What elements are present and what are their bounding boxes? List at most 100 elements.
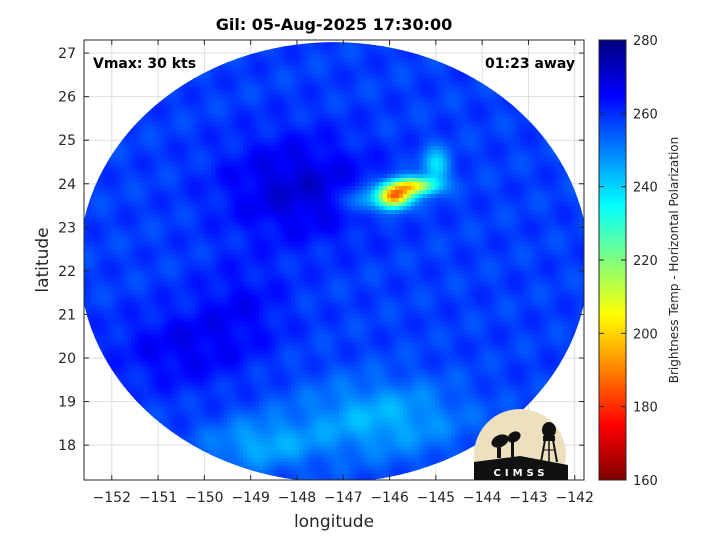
swath-cell [455,74,460,79]
swath-cell [443,74,448,79]
swath-cell [199,182,204,187]
swath-cell [175,170,180,175]
swath-cell [363,158,368,163]
swath-cell [339,154,344,159]
swath-cell [127,150,132,155]
swath-cell [419,90,424,95]
swath-cell [195,178,200,183]
swath-cell [475,194,480,199]
swath-cell [243,166,248,171]
swath-cell [531,166,536,171]
swath-cell [495,146,500,151]
swath-cell [267,78,272,83]
swath-cell [379,114,384,119]
swath-cell [179,122,184,127]
swath-cell [399,134,404,139]
swath-cell [455,138,460,143]
swath-cell [419,142,424,147]
swath-cell [455,102,460,107]
swath-cell [399,138,404,143]
swath-cell [443,114,448,119]
swath-cell [531,130,536,135]
swath-cell [183,182,188,187]
swath-cell [503,142,508,147]
swath-cell [351,182,356,187]
swath-cell [351,186,356,191]
swath-cell [555,178,560,183]
swath-cell [79,118,84,123]
swath-cell [155,150,160,155]
swath-cell [567,186,572,191]
swath-cell [171,94,176,99]
swath-cell [527,162,532,167]
swath-cell [231,70,236,75]
swath-cell [339,70,344,75]
swath-cell [483,154,488,159]
swath-cell [323,82,328,87]
swath-cell [175,138,180,143]
swath-cell [203,78,208,83]
swath-cell [319,130,324,135]
swath-cell [199,90,204,95]
swath-cell [351,66,356,71]
swath-cell [163,98,168,103]
swath-cell [395,98,400,103]
swath-cell [295,190,300,195]
swath-cell [495,114,500,119]
swath-cell [167,98,172,103]
swath-cell [311,110,316,115]
swath-cell [119,166,124,171]
swath-cell [391,86,396,91]
swath-cell [455,90,460,95]
swath-cell [399,122,404,127]
swath-cell [391,106,396,111]
swath-cell [363,126,368,131]
swath-cell [411,158,416,163]
swath-cell [367,74,372,79]
swath-cell [399,90,404,95]
swath-cell [435,190,440,195]
swath-cell [359,70,364,75]
swath-cell [275,182,280,187]
swath-cell [519,138,524,143]
swath-cell [171,154,176,159]
swath-cell [79,150,84,155]
swath-cell [407,194,412,199]
swath-cell [299,154,304,159]
swath-cell [439,94,444,99]
swath-cell [387,70,392,75]
swath-cell [295,174,300,179]
swath-cell [95,186,100,191]
swath-cell [239,174,244,179]
swath-cell [255,194,260,199]
swath-cell [299,178,304,183]
swath-cell [363,166,368,171]
swath-cell [275,142,280,147]
swath-cell [463,114,468,119]
swath-cell [403,54,408,59]
swath-cell [335,58,340,63]
swath-cell [323,174,328,179]
swath-cell [319,54,324,59]
swath-cell [287,166,292,171]
swath-cell [187,142,192,147]
swath-cell [343,166,348,171]
swath-cell [179,174,184,179]
swath-cell [135,170,140,175]
swath-cell [459,146,464,151]
swath-cell [455,174,460,179]
swath-cell [227,146,232,151]
swath-cell [359,150,364,155]
swath-cell [255,82,260,87]
swath-cell [395,74,400,79]
swath-cell [463,110,468,115]
swath-cell [243,194,248,199]
swath-cell [323,190,328,195]
swath-cell [323,70,328,75]
swath-cell [287,154,292,159]
swath-cell [315,182,320,187]
swath-cell [347,90,352,95]
swath-cell [351,138,356,143]
swath-cell [471,98,476,103]
swath-cell [287,118,292,123]
